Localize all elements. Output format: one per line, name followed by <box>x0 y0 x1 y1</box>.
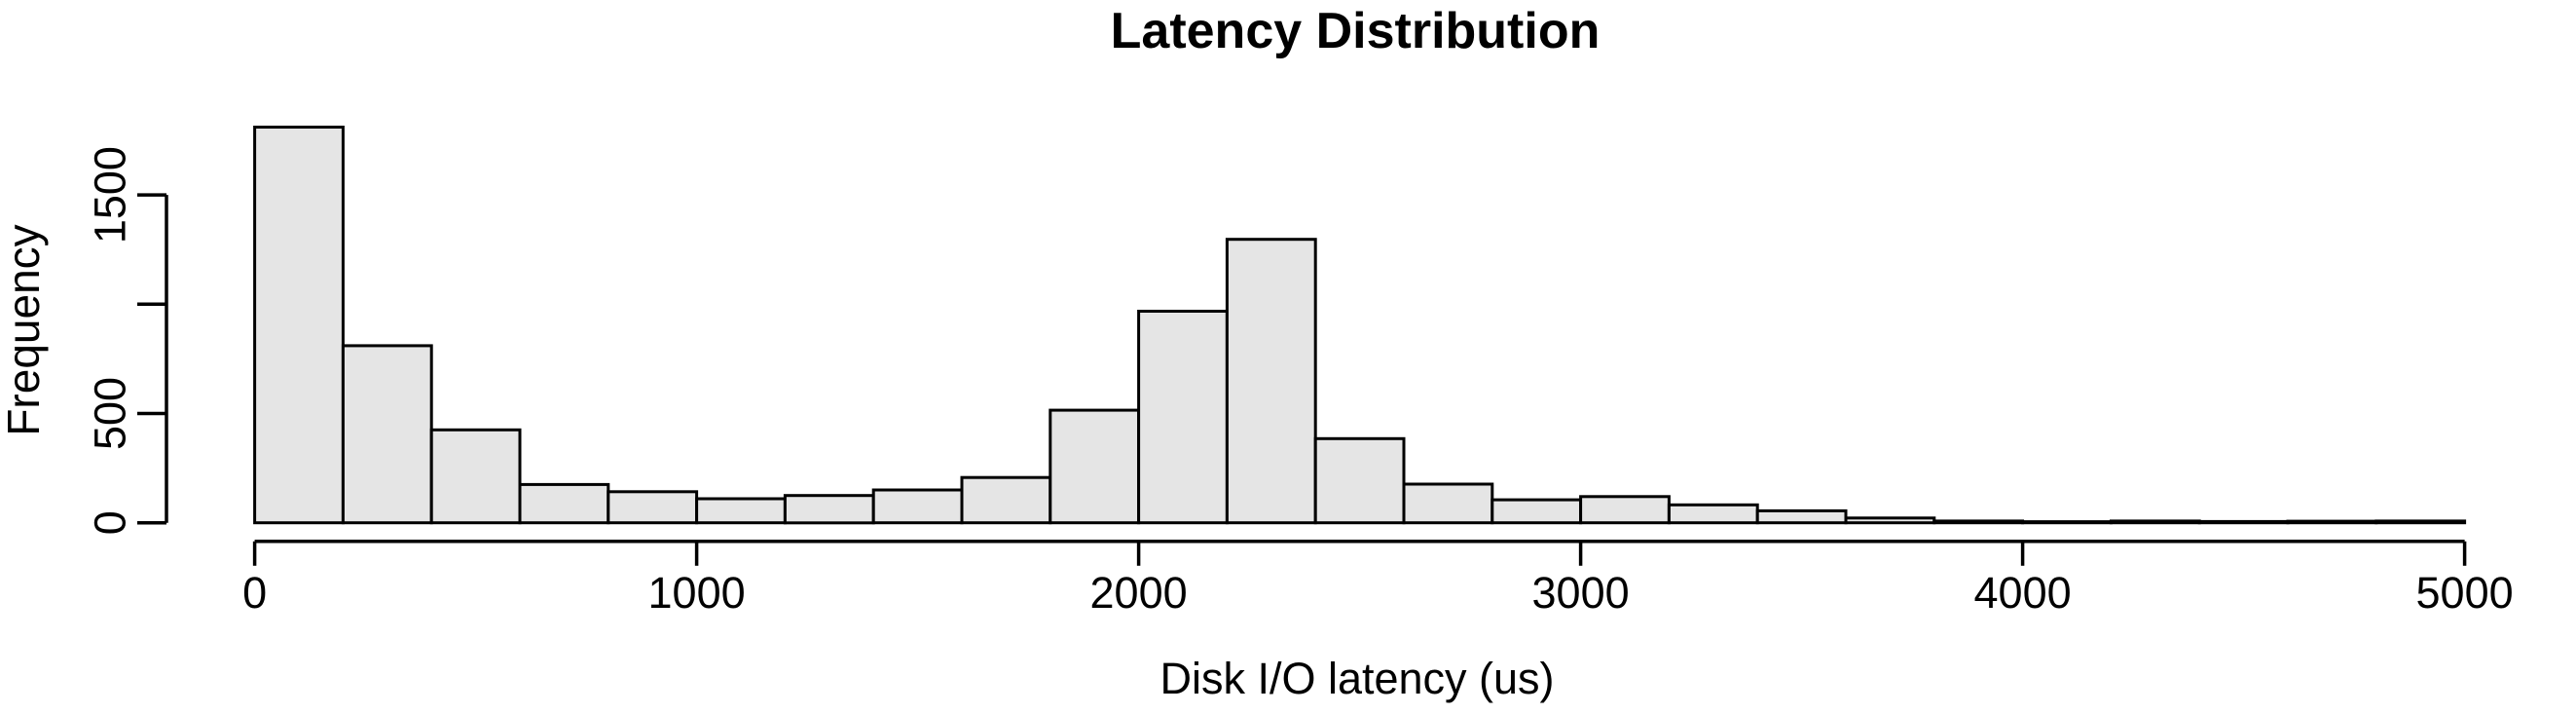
x-tick-label: 2000 <box>1090 568 1188 618</box>
x-tick-label: 5000 <box>2416 568 2514 618</box>
histogram-bar <box>2197 519 2290 525</box>
y-tick-label: 1500 <box>86 146 135 244</box>
histogram-bar <box>871 488 964 525</box>
histogram-bar <box>1667 503 1759 525</box>
histogram-bar <box>783 494 875 525</box>
histogram-bar <box>1137 310 1229 525</box>
y-axis: 0 500 1500 <box>86 146 168 535</box>
chart-title: Latency Distribution <box>1111 3 1601 59</box>
y-axis-label: Frequency <box>0 224 49 435</box>
histogram-bar <box>1313 436 1406 525</box>
histogram-bar <box>429 428 522 525</box>
histogram-bar <box>518 482 610 525</box>
x-tick-label: 0 <box>242 568 267 618</box>
y-tick-label: 0 <box>86 510 135 535</box>
histogram-bar <box>960 475 1052 525</box>
x-axis: 0 1000 2000 3000 4000 5000 <box>242 540 2514 618</box>
histogram-bar <box>695 497 787 525</box>
histogram-bar <box>2109 519 2201 525</box>
histogram-bar <box>2021 520 2113 525</box>
histogram-bar <box>1755 508 1848 525</box>
histogram-bar <box>1049 408 1141 525</box>
histogram-bar <box>2286 519 2378 525</box>
histogram-bar <box>607 490 699 525</box>
histogram-bar <box>1402 482 1494 525</box>
x-tick-label: 1000 <box>648 568 746 618</box>
histogram-bar <box>1579 495 1671 525</box>
bars-layer <box>253 126 2467 525</box>
histogram-bar <box>1932 519 2025 525</box>
x-axis-label: Disk I/O latency (us) <box>1159 654 1554 703</box>
histogram-bar <box>1490 498 1583 525</box>
y-tick-label: 500 <box>86 377 135 450</box>
histogram-bar <box>1225 238 1317 525</box>
histogram-bar <box>253 126 345 525</box>
x-tick-label: 4000 <box>1974 568 2072 618</box>
histogram-bar <box>1844 516 1936 525</box>
x-tick-label: 3000 <box>1532 568 1630 618</box>
histogram-bar <box>2374 519 2467 525</box>
histogram-bar <box>341 344 433 525</box>
